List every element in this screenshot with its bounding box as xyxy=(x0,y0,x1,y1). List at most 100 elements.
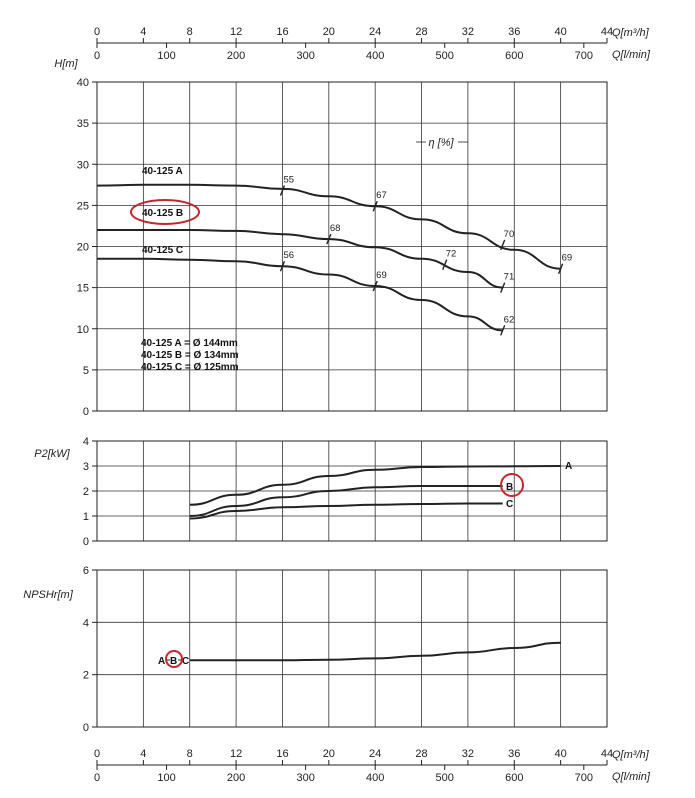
efficiency-mark-3 xyxy=(557,263,564,274)
efficiency-mark-label-3: 69 xyxy=(562,253,573,264)
top-q-lmin-label: Q[l/min] xyxy=(612,49,651,61)
bottom-lmin-tick-label-6: 600 xyxy=(505,772,523,784)
top-lmin-tick-label-2: 200 xyxy=(227,50,245,62)
npsh-curve-0 xyxy=(189,641,561,662)
efficiency-mark-label-1: 67 xyxy=(376,190,387,201)
efficiency-mark-label-6: 71 xyxy=(504,272,515,283)
top-lmin-tick-label-1: 100 xyxy=(157,50,175,62)
power-curve-a xyxy=(189,465,561,506)
npsh-label-b: B xyxy=(170,656,177,667)
bottom-m3h-tick-label-8: 32 xyxy=(462,748,474,760)
bottom-m3h-tick-label-6: 24 xyxy=(369,748,381,760)
npsh-label-a: A xyxy=(158,656,165,667)
head-ytick-label-8: 40 xyxy=(77,77,89,89)
impeller-note-b: 40-125 B = Ø 134mm xyxy=(141,350,239,361)
bottom-lmin-tick-label-5: 500 xyxy=(436,772,454,784)
top-m3h-tick-label-9: 36 xyxy=(508,26,520,38)
head-curve-c xyxy=(96,257,503,332)
head-ytick-label-6: 30 xyxy=(77,159,89,171)
power-ytick-label-1: 1 xyxy=(83,511,89,523)
top-m3h-tick-label-8: 32 xyxy=(462,26,474,38)
power-label-a: A xyxy=(565,461,572,472)
head-ytick-label-5: 25 xyxy=(77,200,89,212)
bottom-m3h-tick-label-2: 8 xyxy=(187,748,193,760)
power-curve-c xyxy=(189,502,503,520)
efficiency-mark-label-4: 68 xyxy=(330,223,341,234)
top-m3h-tick-label-3: 12 xyxy=(230,26,242,38)
efficiency-mark-label-8: 69 xyxy=(376,270,387,281)
head-ytick-label-2: 10 xyxy=(77,324,89,336)
top-m3h-tick-label-0: 0 xyxy=(94,26,100,38)
highlight-ring-npsh-b xyxy=(165,650,183,668)
bottom-m3h-tick-label-0: 0 xyxy=(94,748,100,760)
curve-label-c: 40-125 C xyxy=(142,245,183,256)
top-m3h-tick-label-6: 24 xyxy=(369,26,381,38)
bottom-m3h-tick-label-5: 20 xyxy=(323,748,335,760)
power-ytick-label-0: 0 xyxy=(83,536,89,548)
efficiency-mark-label-9: 62 xyxy=(504,314,515,325)
highlight-ring-power-b xyxy=(500,473,524,497)
efficiency-mark-7 xyxy=(279,260,286,272)
efficiency-mark-label-0: 55 xyxy=(283,175,294,186)
top-lmin-tick-label-3: 300 xyxy=(296,50,314,62)
head-ytick-label-3: 15 xyxy=(77,283,89,295)
bottom-axis: 0 4 8 12 16 20 24 28 32 36 40 44 0 100 200 300 400 500 60… xyxy=(94,748,651,784)
top-lmin-tick-label-4: 400 xyxy=(366,50,384,62)
bottom-lmin-tick-label-3: 300 xyxy=(296,772,314,784)
bottom-m3h-tick-label-4: 16 xyxy=(276,748,288,760)
top-m3h-tick-label-5: 20 xyxy=(323,26,335,38)
efficiency-mark-1 xyxy=(372,200,378,212)
bottom-m3h-tick-label-9: 36 xyxy=(508,748,520,760)
top-q-m3h-label: Q[m³/h] xyxy=(612,27,650,39)
power-ytick-label-2: 2 xyxy=(83,486,89,498)
bottom-lmin-tick-label-7: 700 xyxy=(575,772,593,784)
efficiency-mark-2 xyxy=(500,239,506,251)
efficiency-mark-8 xyxy=(372,280,378,292)
efficiency-mark-6 xyxy=(500,282,506,293)
bottom-lmin-tick-label-2: 200 xyxy=(227,772,245,784)
impeller-note-a: 40-125 A = Ø 144mm xyxy=(141,338,238,349)
efficiency-mark-0 xyxy=(279,185,286,196)
highlight-ring-b xyxy=(130,199,200,225)
top-lmin-tick-label-5: 500 xyxy=(436,50,454,62)
top-lmin-tick-label-6: 600 xyxy=(505,50,523,62)
top-m3h-tick-label-2: 8 xyxy=(187,26,193,38)
npsh-ytick-label-3: 6 xyxy=(83,565,89,577)
power-panel: 0 1 2 3 4 P2[kW] A B C xyxy=(34,436,608,548)
head-panel: 0 5 10 15 20 25 30 35 40 H[m] 55 67 70 69 68 72 71 56 69… xyxy=(54,58,608,418)
top-lmin-tick-label-0: 0 xyxy=(94,50,100,62)
npsh-frame xyxy=(96,569,608,728)
bottom-q-m3h-label: Q[m³/h] xyxy=(612,749,650,761)
head-ytick-label-4: 20 xyxy=(77,242,89,254)
npsh-ytick-label-0: 0 xyxy=(83,722,89,734)
npsh-panel: 0 2 4 6 NPSHr[m] A B C xyxy=(23,565,608,734)
efficiency-mark-label-2: 70 xyxy=(504,229,515,240)
power-ylabel: P2[kW] xyxy=(34,448,70,460)
curve-label-b: 40-125 B xyxy=(142,208,183,219)
curve-label-a: 40-125 A xyxy=(142,166,183,177)
bottom-m3h-tick-label-10: 40 xyxy=(555,748,567,760)
head-ylabel: H[m] xyxy=(54,58,78,70)
impeller-note-c: 40-125 C = Ø 125mm xyxy=(141,362,239,373)
power-label-b: B xyxy=(506,482,513,493)
npsh-ytick-label-1: 2 xyxy=(83,670,89,682)
efficiency-mark-label-5: 72 xyxy=(446,249,457,260)
efficiency-mark-9 xyxy=(500,325,506,336)
bottom-m3h-tick-label-3: 12 xyxy=(230,748,242,760)
head-curve-a xyxy=(96,183,561,270)
bottom-q-lmin-label: Q[l/min] xyxy=(612,771,651,783)
efficiency-mark-4 xyxy=(326,233,332,245)
power-curve-b xyxy=(189,485,503,517)
bottom-lmin-tick-label-4: 400 xyxy=(366,772,384,784)
efficiency-mark-5 xyxy=(442,259,448,270)
top-m3h-tick-label-4: 16 xyxy=(276,26,288,38)
efficiency-label: η [%] xyxy=(428,137,454,149)
npsh-label-c: C xyxy=(182,656,189,667)
bottom-lmin-tick-label-0: 0 xyxy=(94,772,100,784)
bottom-m3h-tick-label-7: 28 xyxy=(415,748,427,760)
head-ytick-label-7: 35 xyxy=(77,118,89,130)
npsh-ytick-label-2: 4 xyxy=(83,617,89,629)
head-ytick-label-0: 0 xyxy=(83,406,89,418)
power-ytick-label-3: 3 xyxy=(83,461,89,473)
